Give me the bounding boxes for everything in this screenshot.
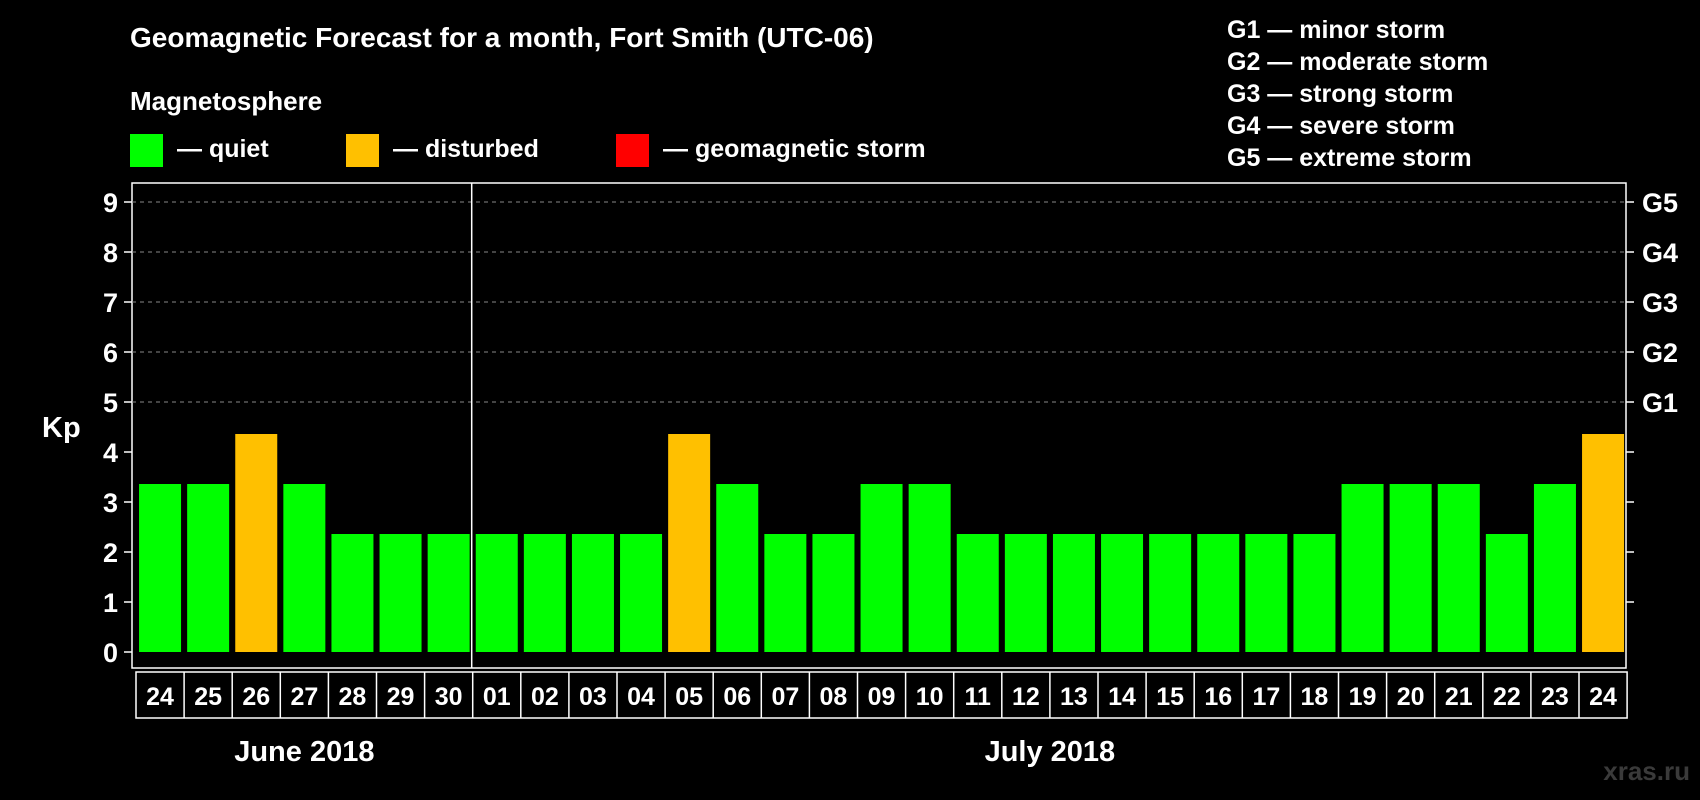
bar-13 <box>764 534 807 652</box>
date-label-13: 07 <box>771 683 799 711</box>
storm-level-list: G1 — minor storm G2 — moderate storm G3 … <box>1227 14 1488 174</box>
date-label-6: 30 <box>435 683 463 711</box>
date-axis-box <box>135 671 1628 719</box>
date-label-28: 22 <box>1493 683 1521 711</box>
storm-level-g2: G2 — moderate storm <box>1227 48 1489 76</box>
bar-8 <box>523 534 566 652</box>
date-label-3: 27 <box>290 683 318 711</box>
bar-12 <box>716 484 759 652</box>
date-label-23: 17 <box>1252 683 1280 711</box>
date-label-17: 11 <box>965 683 992 711</box>
legend-heading: Magnetosphere <box>130 86 323 116</box>
storm-level-g5: G5 — extreme storm <box>1227 144 1472 172</box>
bar-14 <box>812 534 855 652</box>
bar-26 <box>1389 484 1432 652</box>
right-tick-label-g2: G2 <box>1642 338 1678 368</box>
y-tick-label-9: 9 <box>103 188 118 218</box>
legend-swatch-storm <box>616 134 649 167</box>
date-label-2: 26 <box>242 683 270 711</box>
bar-16 <box>908 484 951 652</box>
legend-swatch-disturbed <box>346 134 379 167</box>
date-label-9: 03 <box>579 683 607 711</box>
date-label-14: 08 <box>820 683 848 711</box>
right-tick-label-g1: G1 <box>1642 388 1678 418</box>
date-label-27: 21 <box>1445 683 1473 711</box>
bar-23 <box>1245 534 1288 652</box>
y-tick-label-8: 8 <box>103 238 118 268</box>
bar-17 <box>956 534 999 652</box>
date-label-16: 10 <box>916 683 944 711</box>
bar-2 <box>235 434 278 652</box>
bar-1 <box>187 484 230 652</box>
right-tick-label-g5: G5 <box>1642 188 1678 218</box>
y-tick-label-1: 1 <box>103 588 118 618</box>
date-label-21: 15 <box>1156 683 1184 711</box>
plot-frame <box>131 182 1627 669</box>
date-label-26: 20 <box>1397 683 1425 711</box>
date-label-5: 29 <box>387 683 415 711</box>
bar-30 <box>1582 434 1625 652</box>
bar-4 <box>331 534 374 652</box>
legend-swatch-quiet <box>130 134 163 167</box>
storm-level-g3: G3 — strong storm <box>1227 80 1454 108</box>
date-label-30: 24 <box>1589 683 1617 711</box>
chart-title: Geomagnetic Forecast for a month, Fort S… <box>130 22 874 53</box>
y-tick-label-6: 6 <box>103 338 118 368</box>
legend-label-disturbed: — disturbed <box>393 135 539 163</box>
bar-21 <box>1149 534 1192 652</box>
date-label-19: 13 <box>1060 683 1088 711</box>
date-label-12: 06 <box>723 683 751 711</box>
y-tick-label-7: 7 <box>103 288 118 318</box>
bar-29 <box>1533 484 1576 652</box>
y-axis-label: Kp <box>42 412 81 444</box>
date-label-11: 05 <box>675 683 703 711</box>
y-tick-label-2: 2 <box>103 538 118 568</box>
y-tick-label-4: 4 <box>103 438 118 468</box>
bar-25 <box>1341 484 1384 652</box>
bar-5 <box>379 534 422 652</box>
bar-10 <box>620 534 663 652</box>
bar-0 <box>139 484 182 652</box>
right-tick-label-g3: G3 <box>1642 288 1678 318</box>
date-label-8: 02 <box>531 683 559 711</box>
bar-3 <box>283 484 326 652</box>
bar-9 <box>571 534 614 652</box>
bar-11 <box>668 434 711 652</box>
bar-27 <box>1437 484 1480 652</box>
date-label-18: 12 <box>1012 683 1040 711</box>
storm-level-g1: G1 — minor storm <box>1227 16 1446 44</box>
storm-level-g4: G4 — severe storm <box>1227 112 1455 140</box>
legend-label-quiet: — quiet <box>177 135 269 163</box>
y-tick-label-3: 3 <box>103 488 118 518</box>
date-label-24: 18 <box>1301 683 1329 711</box>
date-label-1: 25 <box>194 683 222 711</box>
date-label-20: 14 <box>1108 683 1136 711</box>
bar-6 <box>427 534 470 652</box>
month-label-july: July 2018 <box>984 736 1116 768</box>
right-tick-label-g4: G4 <box>1642 238 1678 268</box>
watermark: xras.ru <box>1603 756 1690 786</box>
date-label-0: 24 <box>146 683 174 711</box>
bar-24 <box>1293 534 1336 652</box>
date-label-22: 16 <box>1204 683 1232 711</box>
date-label-4: 28 <box>339 683 367 711</box>
date-label-29: 23 <box>1541 683 1569 711</box>
bar-19 <box>1052 534 1095 652</box>
bar-7 <box>475 534 518 652</box>
date-label-10: 04 <box>627 683 655 711</box>
date-label-25: 19 <box>1349 683 1377 711</box>
date-label-15: 09 <box>868 683 896 711</box>
y-tick-label-5: 5 <box>103 388 118 418</box>
bar-15 <box>860 484 903 652</box>
month-label-june: June 2018 <box>234 736 375 768</box>
y-tick-label-0: 0 <box>103 638 118 668</box>
date-label-7: 01 <box>483 683 511 711</box>
bar-28 <box>1485 534 1528 652</box>
bar-18 <box>1004 534 1047 652</box>
legend-label-storm: — geomagnetic storm <box>663 135 926 163</box>
bar-22 <box>1197 534 1240 652</box>
bar-20 <box>1101 534 1144 652</box>
